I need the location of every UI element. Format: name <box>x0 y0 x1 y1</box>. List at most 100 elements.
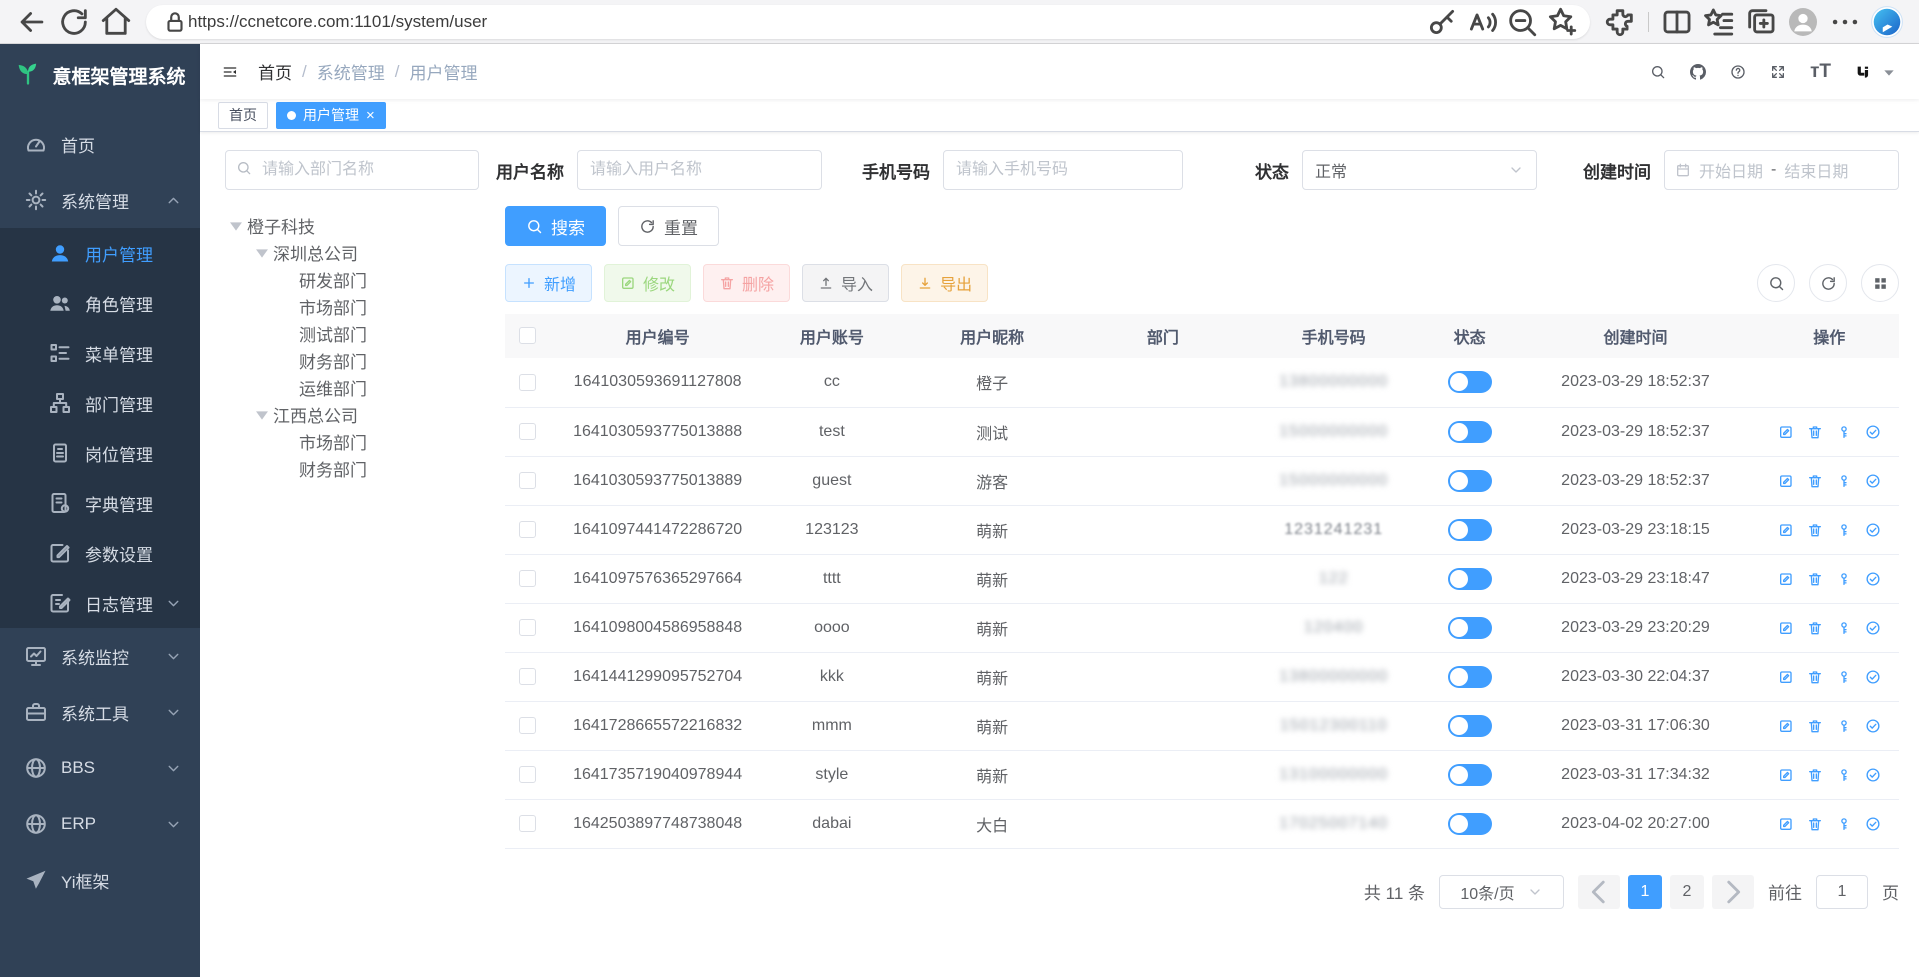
tree-node-市场部门[interactable]: 市场部门 <box>225 428 505 455</box>
goto-page-input[interactable] <box>1816 874 1868 909</box>
page-button-1[interactable]: 1 <box>1628 874 1662 909</box>
tree-node-市场部门[interactable]: 市场部门 <box>225 293 505 320</box>
sidebar-item-Yi框架[interactable]: Yi框架 <box>0 852 200 908</box>
reset-button[interactable]: 重置 <box>618 206 719 246</box>
close-icon[interactable]: × <box>366 106 375 124</box>
assign-role-icon[interactable] <box>1865 718 1881 734</box>
tree-node-研发部门[interactable]: 研发部门 <box>225 266 505 293</box>
sidebar-item-部门管理[interactable]: 部门管理 <box>0 378 200 428</box>
tree-node-运维部门[interactable]: 运维部门 <box>225 374 505 401</box>
sidebar-item-用户管理[interactable]: 用户管理 <box>0 228 200 278</box>
page-size-select[interactable]: 10条/页 <box>1439 874 1564 909</box>
sidebar-item-菜单管理[interactable]: 菜单管理 <box>0 328 200 378</box>
status-toggle[interactable] <box>1447 665 1492 688</box>
assign-role-icon[interactable] <box>1865 473 1881 489</box>
row-checkbox[interactable] <box>518 814 536 832</box>
status-toggle[interactable] <box>1447 812 1492 835</box>
status-toggle[interactable] <box>1447 469 1492 492</box>
app-logo[interactable]: 意框架管理系统 <box>0 44 200 106</box>
split-screen-icon[interactable] <box>1659 5 1695 39</box>
assign-role-icon[interactable] <box>1865 424 1881 440</box>
edit-action-icon[interactable] <box>1778 620 1794 636</box>
row-checkbox[interactable] <box>518 618 536 636</box>
breadcrumb-item[interactable]: 系统管理 <box>316 64 385 83</box>
url-text[interactable]: https://ccnetcore.com:1101/system/user <box>188 11 488 31</box>
assign-role-icon[interactable] <box>1865 669 1881 685</box>
sidebar-item-ERP[interactable]: ERP <box>0 796 200 852</box>
delete-action-icon[interactable] <box>1807 669 1823 685</box>
import-button[interactable]: 导入 <box>802 264 890 302</box>
dept-name-input[interactable] <box>225 150 479 190</box>
assign-role-icon[interactable] <box>1865 620 1881 636</box>
delete-button[interactable]: 删除 <box>703 264 791 302</box>
user-avatar-logo[interactable] <box>1855 64 1871 80</box>
reset-password-icon[interactable] <box>1836 522 1852 538</box>
tree-node-深圳总公司[interactable]: 深圳总公司 <box>225 239 505 266</box>
reset-password-icon[interactable] <box>1836 816 1852 832</box>
reset-password-icon[interactable] <box>1836 767 1852 783</box>
tab-tag-首页[interactable]: 首页 <box>218 101 268 129</box>
page-button-2[interactable]: 2 <box>1670 874 1704 909</box>
help-icon[interactable] <box>1730 64 1746 80</box>
select-all-checkbox[interactable] <box>518 327 536 345</box>
sidebar-item-系统工具[interactable]: 系统工具 <box>0 684 200 740</box>
password-key-icon[interactable] <box>1424 5 1460 39</box>
breadcrumb-item[interactable]: 首页 <box>258 64 292 83</box>
status-toggle[interactable] <box>1447 714 1492 737</box>
sidebar-item-角色管理[interactable]: 角色管理 <box>0 278 200 328</box>
delete-action-icon[interactable] <box>1807 522 1823 538</box>
back-icon[interactable] <box>14 5 50 39</box>
row-checkbox[interactable] <box>518 765 536 783</box>
bing-chat-icon[interactable] <box>1869 5 1905 39</box>
table-search-toggle-button[interactable] <box>1757 264 1795 302</box>
reset-password-icon[interactable] <box>1836 718 1852 734</box>
sidebar-item-参数设置[interactable]: 参数设置 <box>0 528 200 578</box>
sidebar-item-BBS[interactable]: BBS <box>0 740 200 796</box>
row-checkbox[interactable] <box>518 667 536 685</box>
sidebar-item-系统管理[interactable]: 系统管理 <box>0 172 200 228</box>
delete-action-icon[interactable] <box>1807 718 1823 734</box>
reset-password-icon[interactable] <box>1836 473 1852 489</box>
sidebar-item-岗位管理[interactable]: 岗位管理 <box>0 428 200 478</box>
export-button[interactable]: 导出 <box>901 264 989 302</box>
row-checkbox[interactable] <box>518 716 536 734</box>
refresh-icon[interactable] <box>56 5 92 39</box>
tree-node-财务部门[interactable]: 财务部门 <box>225 455 505 482</box>
sidebar-item-日志管理[interactable]: 日志管理 <box>0 578 200 628</box>
tree-node-财务部门[interactable]: 财务部门 <box>225 347 505 374</box>
profile-avatar[interactable] <box>1785 5 1821 39</box>
assign-role-icon[interactable] <box>1865 571 1881 587</box>
reset-password-icon[interactable] <box>1836 424 1852 440</box>
delete-action-icon[interactable] <box>1807 816 1823 832</box>
assign-role-icon[interactable] <box>1865 522 1881 538</box>
status-toggle[interactable] <box>1447 763 1492 786</box>
table-columns-button[interactable] <box>1861 264 1899 302</box>
row-checkbox[interactable] <box>518 373 536 391</box>
github-icon[interactable] <box>1690 63 1707 80</box>
status-toggle[interactable] <box>1447 616 1492 639</box>
date-range-picker[interactable]: 开始日期 - 结束日期 <box>1664 150 1899 190</box>
search-button[interactable]: 搜索 <box>505 206 606 246</box>
favorites-list-icon[interactable] <box>1701 5 1737 39</box>
edit-action-icon[interactable] <box>1778 473 1794 489</box>
edit-action-icon[interactable] <box>1778 816 1794 832</box>
tree-node-江西总公司[interactable]: 江西总公司 <box>225 401 505 428</box>
sidebar-item-首页[interactable]: 首页 <box>0 116 200 172</box>
edit-button[interactable]: 修改 <box>604 264 692 302</box>
collapse-sidebar-icon[interactable] <box>222 64 238 80</box>
reset-password-icon[interactable] <box>1836 669 1852 685</box>
sidebar-item-系统监控[interactable]: 系统监控 <box>0 628 200 684</box>
status-toggle[interactable] <box>1447 518 1492 541</box>
edit-action-icon[interactable] <box>1778 522 1794 538</box>
table-refresh-button[interactable] <box>1809 264 1847 302</box>
tree-node-测试部门[interactable]: 测试部门 <box>225 320 505 347</box>
delete-action-icon[interactable] <box>1807 473 1823 489</box>
next-page-button[interactable] <box>1712 874 1754 909</box>
status-select[interactable]: 正常 <box>1302 150 1537 190</box>
row-checkbox[interactable] <box>518 569 536 587</box>
username-input[interactable] <box>577 150 822 190</box>
search-icon[interactable] <box>1650 64 1666 80</box>
row-checkbox[interactable] <box>518 520 536 538</box>
delete-action-icon[interactable] <box>1807 620 1823 636</box>
edit-action-icon[interactable] <box>1778 571 1794 587</box>
